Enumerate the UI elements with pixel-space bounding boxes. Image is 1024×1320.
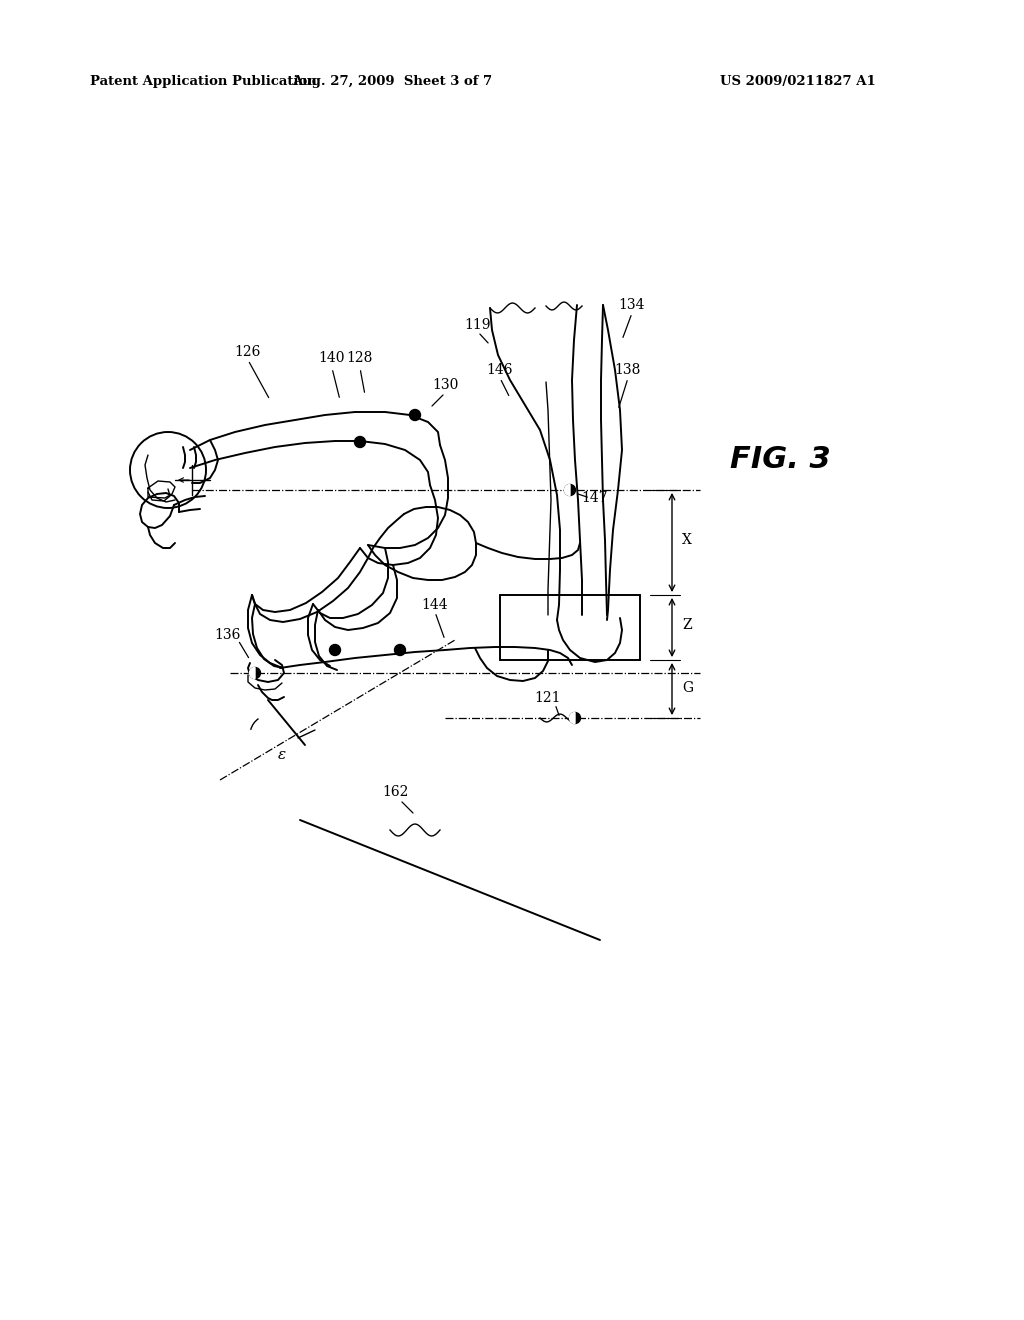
Text: 138: 138 <box>614 363 641 378</box>
Text: 147: 147 <box>582 491 608 506</box>
Circle shape <box>569 713 581 723</box>
Text: 144: 144 <box>422 598 449 612</box>
Text: 121: 121 <box>535 690 561 705</box>
Text: FIG. 3: FIG. 3 <box>730 446 830 474</box>
Circle shape <box>394 644 406 656</box>
Circle shape <box>564 484 575 495</box>
Circle shape <box>330 644 341 656</box>
Text: X: X <box>682 533 692 546</box>
Text: Aug. 27, 2009  Sheet 3 of 7: Aug. 27, 2009 Sheet 3 of 7 <box>292 75 493 88</box>
Text: 140: 140 <box>318 351 345 366</box>
Text: US 2009/0211827 A1: US 2009/0211827 A1 <box>720 75 876 88</box>
Text: 162: 162 <box>382 785 409 799</box>
Text: 136: 136 <box>215 628 242 642</box>
Text: 119: 119 <box>465 318 492 333</box>
Text: G: G <box>682 681 693 696</box>
Text: 134: 134 <box>618 298 645 312</box>
Text: 146: 146 <box>486 363 513 378</box>
Wedge shape <box>250 668 255 678</box>
Wedge shape <box>569 713 575 723</box>
Text: 126: 126 <box>234 345 261 359</box>
Wedge shape <box>564 484 570 495</box>
Text: ε: ε <box>278 748 286 762</box>
Circle shape <box>354 437 366 447</box>
Text: 128: 128 <box>347 351 373 366</box>
Text: Z: Z <box>682 618 691 632</box>
Text: Patent Application Publication: Patent Application Publication <box>90 75 316 88</box>
Text: 130: 130 <box>432 378 458 392</box>
Circle shape <box>410 409 421 421</box>
Circle shape <box>250 668 260 678</box>
